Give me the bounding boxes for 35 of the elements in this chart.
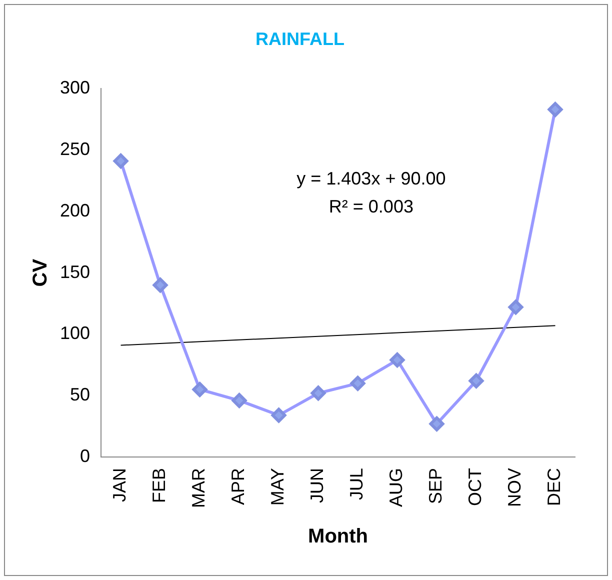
point: [390, 352, 405, 368]
y-tick-label: 300: [60, 78, 90, 98]
x-tick-label: APR: [228, 468, 248, 506]
x-tick-label: JUL: [346, 468, 367, 500]
point: [192, 382, 208, 397]
point: [468, 373, 484, 388]
y-axis-title: CV: [30, 258, 52, 287]
point: [113, 154, 128, 169]
point: [310, 386, 326, 401]
point: [508, 300, 524, 315]
x-tick-label: OCT: [465, 468, 486, 506]
y-tick-label: 200: [60, 200, 90, 220]
annotation: y = 1.403x + 90.00 R² = 0.003: [296, 168, 446, 217]
point: [429, 416, 444, 432]
x-tick-label: DEC: [544, 468, 564, 506]
x-tick-label: FEB: [149, 468, 170, 504]
x-tick-label: MAR: [188, 468, 209, 508]
y-tick-label: 50: [70, 384, 90, 405]
point: [271, 408, 286, 423]
x-tick-label: JAN: [110, 468, 130, 502]
y-tick-label: 0: [80, 446, 90, 466]
point: [152, 278, 168, 293]
x-axis-title: Month: [308, 526, 368, 548]
y-tick-label: 250: [60, 138, 90, 159]
x-tick-label: MAY: [268, 468, 288, 506]
x-tick-label: JUN: [307, 468, 328, 503]
chart-title: RAINFALL: [256, 28, 344, 49]
point: [232, 393, 247, 408]
x-tick-label: NOV: [504, 468, 525, 508]
x-tick-label: AUG: [386, 468, 406, 508]
y-tick-label: 100: [60, 323, 90, 344]
point: [548, 102, 563, 117]
y-tick-label: 150: [60, 262, 90, 282]
point: [350, 376, 366, 391]
x-tick-label: SEP: [426, 468, 446, 504]
